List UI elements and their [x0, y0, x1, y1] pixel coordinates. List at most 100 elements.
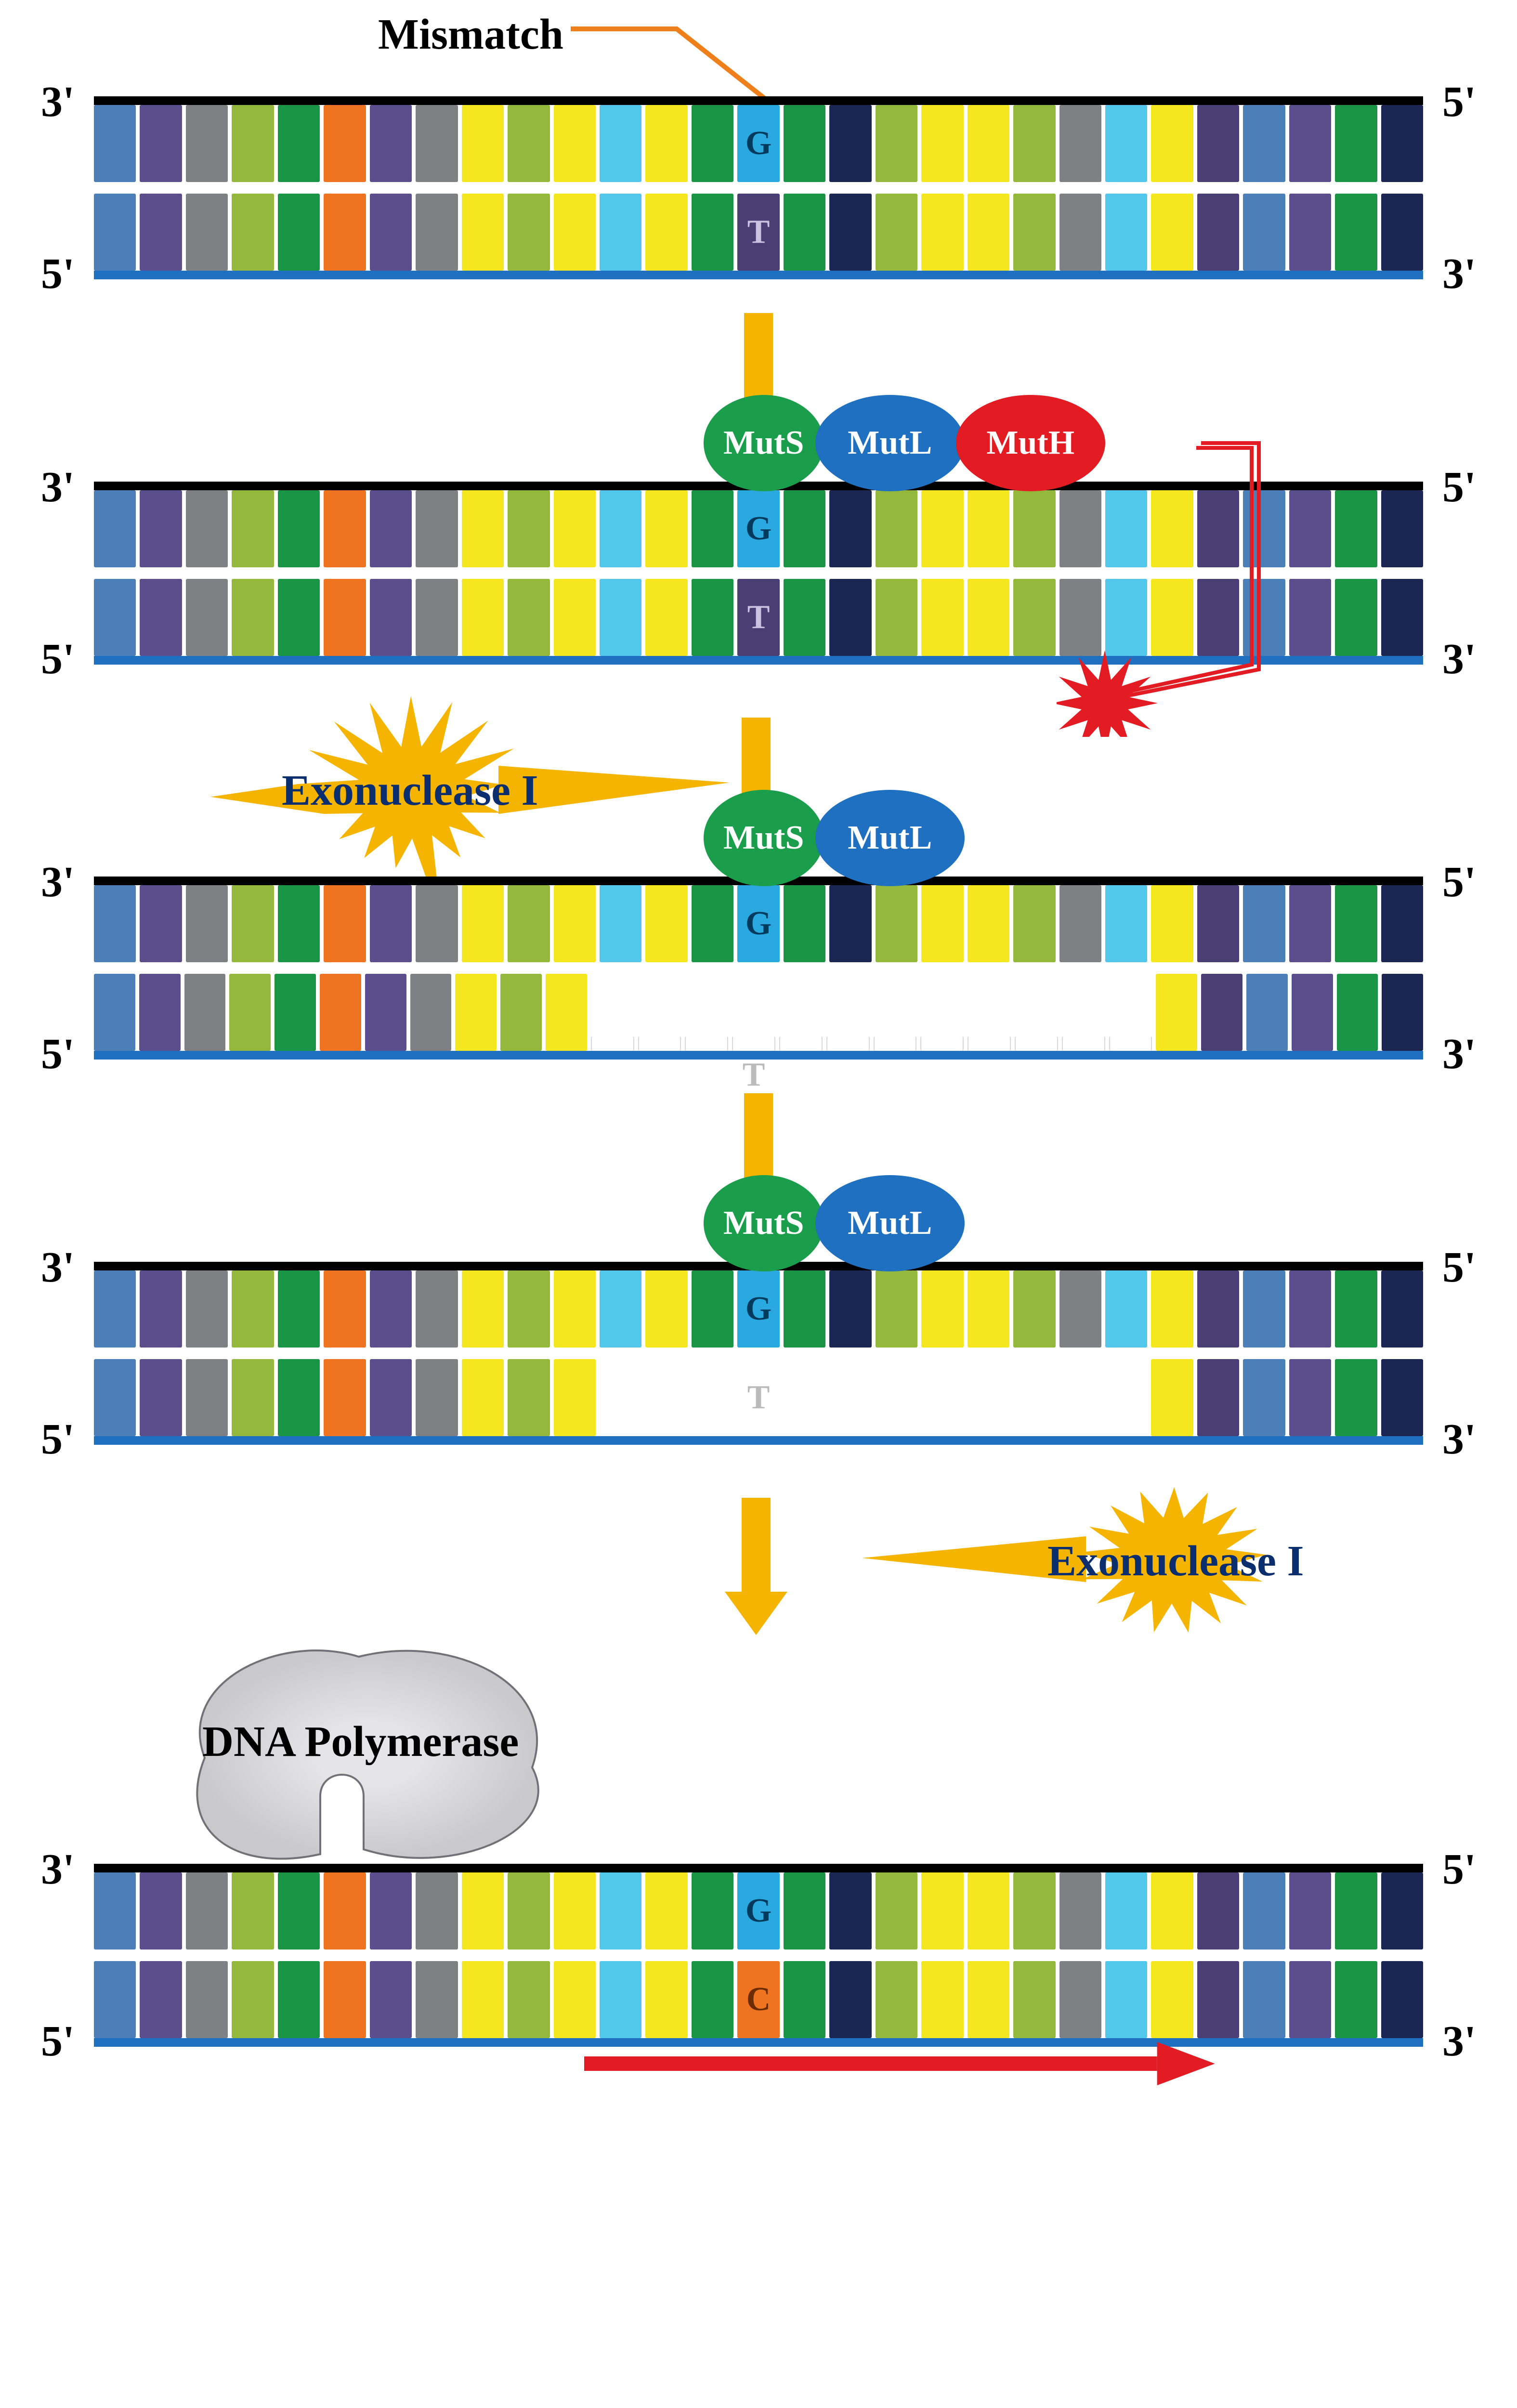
base-bot [186, 194, 228, 271]
base-bot [278, 1961, 320, 2038]
base-bot [554, 579, 596, 656]
base-bot [416, 1359, 458, 1436]
base-bot [232, 194, 274, 271]
base-top [784, 1270, 825, 1348]
base-bot [1337, 974, 1378, 1051]
base-bot [1246, 974, 1288, 1051]
base-bot [1381, 1961, 1423, 2038]
base-top [278, 490, 320, 567]
strand-end-label: 5' [41, 634, 75, 684]
bases-row-top: G [94, 96, 1423, 182]
base-bot [1335, 194, 1377, 271]
base-top [829, 885, 871, 962]
base-top [554, 1270, 596, 1348]
strand-end-label: 3' [41, 462, 75, 512]
base-top [1335, 1872, 1377, 1950]
base-bot [784, 579, 825, 656]
base-bot [278, 194, 320, 271]
base-bot [94, 579, 136, 656]
base-top [416, 105, 458, 182]
base-top [416, 490, 458, 567]
mutS: MutS [704, 395, 824, 491]
base-bot [1381, 1359, 1423, 1436]
base-top [1243, 885, 1285, 962]
base-top [324, 1872, 366, 1950]
mutL: MutL [815, 790, 965, 886]
base-top [324, 1270, 366, 1348]
base-bot [591, 1036, 634, 1051]
base-top [600, 490, 641, 567]
base-bot [508, 1359, 549, 1436]
base-top [1151, 1872, 1193, 1950]
base-bot [416, 579, 458, 656]
base-top [186, 490, 228, 567]
base-top [968, 1872, 1009, 1950]
base-top [1151, 885, 1193, 962]
base-bot [416, 194, 458, 271]
base-bot [685, 1036, 728, 1051]
base-bot [554, 1359, 596, 1436]
base-bot [645, 1359, 687, 1436]
base-top [692, 885, 733, 962]
base-top [1105, 1872, 1147, 1950]
base-top [1059, 1270, 1101, 1348]
base-top [600, 105, 641, 182]
base-bot [1201, 974, 1242, 1051]
base-bot [1015, 1036, 1058, 1051]
base-top [94, 490, 136, 567]
base-top [232, 105, 274, 182]
strand-end-label: 5' [1442, 462, 1476, 512]
dna-polymerase-label: DNA Polymerase [202, 1717, 519, 1767]
base-top [600, 1872, 641, 1950]
bases-row-top: G [94, 877, 1423, 962]
base-top [370, 1270, 412, 1348]
base-bot [462, 194, 504, 271]
base-bot [968, 1036, 1011, 1051]
base-top [1381, 885, 1423, 962]
base-top [921, 885, 963, 962]
base-top [921, 1872, 963, 1950]
base-top [1197, 105, 1239, 182]
base-top [94, 1270, 136, 1348]
base-bot [1289, 1961, 1331, 2038]
base-top [554, 105, 596, 182]
base-bot [829, 194, 871, 271]
base-top [876, 105, 917, 182]
base-bot [232, 579, 274, 656]
base-bot [968, 194, 1009, 271]
base-top [645, 1270, 687, 1348]
exonuclease-label: Exonuclease I [282, 766, 538, 815]
base-top [462, 105, 504, 182]
base-top [829, 1872, 871, 1950]
base-bot [829, 579, 871, 656]
base-top [186, 105, 228, 182]
base-bot [874, 1036, 917, 1051]
base-top [876, 1270, 917, 1348]
base-bot [921, 1961, 963, 2038]
base-top [1013, 885, 1055, 962]
base-top [232, 885, 274, 962]
bases-row-bottom: T [94, 1359, 1423, 1445]
base-top: G [737, 490, 779, 567]
base-bot [1335, 1961, 1377, 2038]
base-bot [554, 194, 596, 271]
bases-row-bottom: C [94, 1961, 1423, 2047]
base-top [876, 1872, 917, 1950]
base-bot [692, 1359, 733, 1436]
base-bot [784, 1359, 825, 1436]
base-bot [600, 1359, 641, 1436]
base-bot [324, 1359, 366, 1436]
base-top [1151, 105, 1193, 182]
base-top [508, 105, 549, 182]
base-bot [1013, 1961, 1055, 2038]
base-top [370, 490, 412, 567]
base-top [1289, 1270, 1331, 1348]
base-top [140, 490, 182, 567]
base-bot [508, 579, 549, 656]
base-top [278, 1270, 320, 1348]
base-top [278, 105, 320, 182]
base-top [324, 885, 366, 962]
base-bot [320, 974, 361, 1051]
base-bot [1151, 194, 1193, 271]
base-top [692, 105, 733, 182]
